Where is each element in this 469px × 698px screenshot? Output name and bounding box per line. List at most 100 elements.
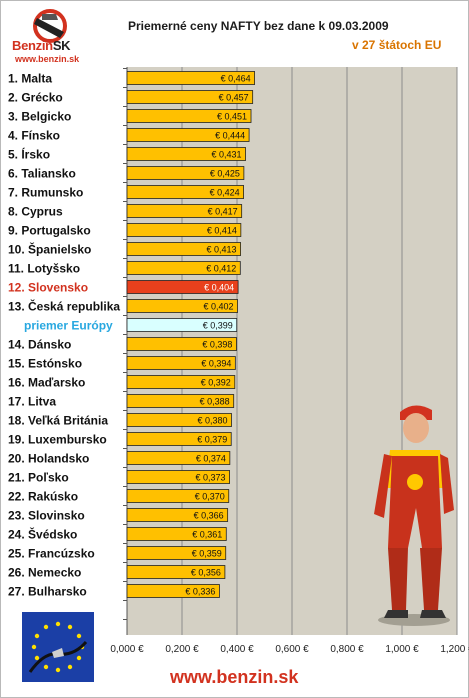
category-label: 13. Česká republika: [8, 299, 120, 314]
bar: [126, 261, 241, 275]
bar-value-label: € 0,464: [221, 74, 251, 84]
category-label: 2. Grécko: [8, 91, 63, 105]
category-label: 16. Maďarsko: [8, 376, 85, 390]
category-label: 22. Rakúsko: [8, 490, 78, 504]
bar: [126, 432, 232, 446]
category-label: priemer Európy: [24, 319, 113, 333]
bar: [126, 280, 239, 294]
category-label: 27. Bulharsko: [8, 585, 87, 599]
bar-value-label: € 0,388: [200, 397, 230, 407]
logo-brand: BenzinSK: [12, 38, 71, 53]
bar: [126, 470, 230, 484]
bar-value-label: € 0,379: [197, 435, 227, 445]
bar-value-label: € 0,424: [210, 188, 240, 198]
bar-value-label: € 0,417: [208, 207, 238, 217]
bar-value-label: € 0,398: [202, 340, 232, 350]
bar: [126, 546, 227, 560]
category-label: 6. Taliansko: [8, 167, 76, 181]
category-label: 23. Slovinsko: [8, 509, 85, 523]
category-label: 12. Slovensko: [8, 281, 88, 295]
bar: [126, 565, 226, 579]
bar-value-label: € 0,374: [196, 454, 226, 464]
bar-value-label: € 0,402: [204, 302, 234, 312]
bar-value-label: € 0,359: [192, 549, 222, 559]
logo-brand-main: Benzin: [12, 38, 53, 53]
bar-value-label: € 0,356: [191, 568, 221, 578]
category-label: 25. Francúzsko: [8, 547, 95, 561]
bar: [126, 204, 243, 218]
x-tick-label: 0,600 €: [275, 644, 309, 655]
bar-value-label: € 0,414: [207, 226, 237, 236]
bar-value-label: € 0,336: [185, 587, 215, 597]
x-tick-label: 0,800 €: [330, 644, 364, 655]
bar-value-label: € 0,413: [207, 245, 237, 255]
bar: [126, 147, 246, 161]
bar-value-label: € 0,404: [204, 283, 234, 293]
category-label: 3. Belgicko: [8, 110, 71, 124]
x-tick-label: 1,000 €: [385, 644, 419, 655]
bar-value-label: € 0,412: [206, 264, 236, 274]
bar-value-label: € 0,366: [194, 511, 224, 521]
bar: [126, 413, 232, 427]
bar-value-label: € 0,380: [197, 416, 227, 426]
bar: [126, 394, 235, 408]
bar: [126, 375, 236, 389]
category-label: 14. Dánsko: [8, 338, 71, 352]
bar-value-label: € 0,373: [196, 473, 226, 483]
bar-value-label: € 0,361: [192, 530, 222, 540]
bar: [126, 584, 220, 598]
bar: [126, 527, 227, 541]
bar: [126, 337, 237, 351]
bar-value-label: € 0,399: [203, 321, 233, 331]
logo-brand-suffix: SK: [52, 38, 71, 53]
bar: [126, 508, 229, 522]
footer-url[interactable]: www.benzin.sk: [170, 667, 299, 687]
x-tick-label: 1,200 €: [440, 644, 469, 655]
bar: [126, 185, 244, 199]
eu-flag-icon: [22, 612, 94, 682]
bar: [126, 318, 238, 332]
bar: [126, 242, 241, 256]
category-label: 5. Írsko: [8, 147, 50, 162]
category-label: 18. Veľká Británia: [8, 414, 108, 428]
logo-url[interactable]: www.benzin.sk: [15, 54, 80, 64]
category-label: 21. Poľsko: [8, 471, 69, 485]
bar-value-label: € 0,431: [211, 150, 241, 160]
mechanic-figure-icon: [374, 405, 454, 626]
category-label: 20. Holandsko: [8, 452, 89, 466]
bar: [126, 109, 252, 123]
bar: [126, 451, 231, 465]
bar-value-label: € 0,394: [201, 359, 231, 369]
chart-subtitle: v 27 štátoch EU: [352, 38, 442, 52]
bar: [126, 128, 250, 142]
bar: [126, 166, 245, 180]
category-label: 1. Malta: [8, 72, 52, 86]
x-tick-label: 0,200 €: [165, 644, 199, 655]
bar-value-label: € 0,457: [219, 93, 249, 103]
bar: [126, 71, 255, 85]
chart-title: Priemerné ceny NAFTY bez dane k 09.03.20…: [128, 19, 389, 33]
category-label: 17. Litva: [8, 395, 56, 409]
x-tick-label: 0,400 €: [220, 644, 254, 655]
category-label: 24. Švédsko: [8, 527, 77, 542]
bar: [126, 299, 238, 313]
category-label: 9. Portugalsko: [8, 224, 91, 238]
bar-value-label: € 0,392: [201, 378, 231, 388]
bar: [126, 356, 236, 370]
bar-value-label: € 0,425: [210, 169, 240, 179]
category-label: 10. Španielsko: [8, 242, 91, 257]
bar: [126, 489, 230, 503]
category-label: 26. Nemecko: [8, 566, 81, 580]
x-tick-label: 0,000 €: [110, 644, 144, 655]
benzin-logo-icon: [33, 9, 67, 43]
category-label: 15. Estónsko: [8, 357, 82, 371]
category-label: 8. Cyprus: [8, 205, 63, 219]
bar-value-label: € 0,451: [217, 112, 247, 122]
category-label: 19. Luxembursko: [8, 433, 107, 447]
bar-value-label: € 0,370: [195, 492, 225, 502]
bar: [126, 223, 242, 237]
category-label: 7. Rumunsko: [8, 186, 83, 200]
category-label: 11. Lotyšsko: [8, 262, 80, 276]
